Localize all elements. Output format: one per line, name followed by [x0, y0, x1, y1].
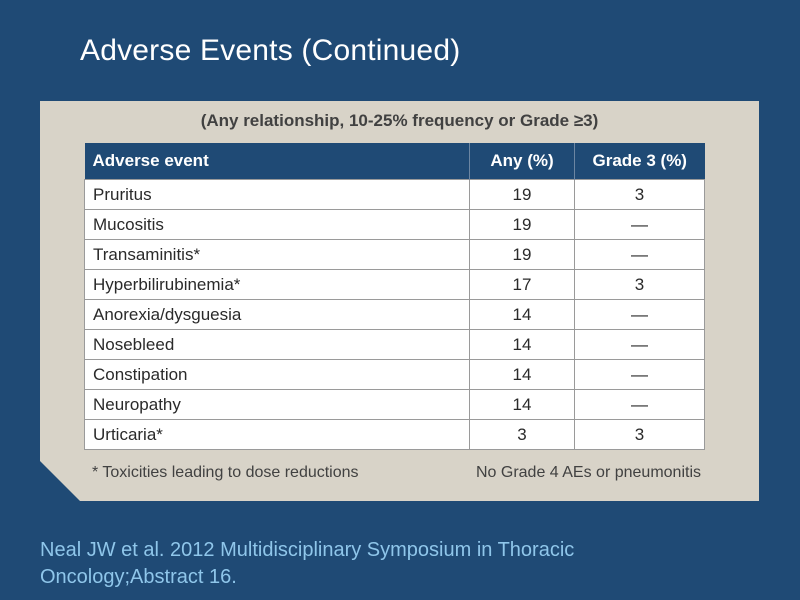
grade3-percent: 3 — [574, 269, 705, 300]
table-row: Nosebleed 14 — — [84, 329, 705, 360]
any-percent: 3 — [469, 419, 575, 450]
grade3-percent: — — [574, 389, 705, 420]
footnote-no-grade4: No Grade 4 AEs or pneumonitis — [475, 464, 701, 481]
grade3-percent: — — [574, 299, 705, 330]
any-percent: 19 — [469, 209, 575, 240]
any-percent: 19 — [469, 179, 575, 210]
event-name: Pruritus — [84, 179, 470, 210]
event-name: Hyperbilirubinemia* — [84, 269, 470, 300]
table-row: Neuropathy 14 — — [84, 389, 705, 420]
header-grade3-percent: Grade 3 (%) — [574, 143, 705, 180]
event-name: Constipation — [84, 359, 470, 390]
footnote-dose-reductions: * Toxicities leading to dose reductions — [92, 464, 359, 481]
grade3-percent: — — [574, 239, 705, 270]
grade3-percent: — — [574, 209, 705, 240]
any-percent: 14 — [469, 299, 575, 330]
event-name: Urticaria* — [84, 419, 470, 450]
table-row: Mucositis 19 — — [84, 209, 705, 240]
event-name: Anorexia/dysguesia — [84, 299, 470, 330]
event-name: Transaminitis* — [84, 239, 470, 270]
header-adverse-event: Adverse event — [84, 143, 470, 180]
grade3-percent: 3 — [574, 419, 705, 450]
grade3-percent: — — [574, 359, 705, 390]
citation-line-1: Neal JW et al. 2012 Multidisciplinary Sy… — [40, 539, 575, 561]
table-row: Urticaria* 3 3 — [84, 419, 705, 450]
event-name: Nosebleed — [84, 329, 470, 360]
header-any-percent: Any (%) — [469, 143, 575, 180]
event-name: Mucositis — [84, 209, 470, 240]
content-panel: (Any relationship, 10-25% frequency or G… — [40, 101, 759, 501]
any-percent: 19 — [469, 239, 575, 270]
table-row: Constipation 14 — — [84, 359, 705, 390]
table-row: Hyperbilirubinemia* 17 3 — [84, 269, 705, 300]
adverse-events-table: Adverse event Any (%) Grade 3 (%) Prurit… — [84, 143, 705, 450]
any-percent: 17 — [469, 269, 575, 300]
table-subtitle: (Any relationship, 10-25% frequency or G… — [200, 111, 599, 130]
table-header-row: Adverse event Any (%) Grade 3 (%) — [84, 143, 705, 180]
slide-title: Adverse Events (Continued) — [80, 34, 461, 67]
table-row: Anorexia/dysguesia 14 — — [84, 299, 705, 330]
any-percent: 14 — [469, 329, 575, 360]
any-percent: 14 — [469, 389, 575, 420]
event-name: Neuropathy — [84, 389, 470, 420]
citation-line-2: Oncology;Abstract 16. — [40, 566, 237, 588]
table-row: Transaminitis* 19 — — [84, 239, 705, 270]
grade3-percent: — — [574, 329, 705, 360]
grade3-percent: 3 — [574, 179, 705, 210]
citation: Neal JW et al. 2012 Multidisciplinary Sy… — [40, 537, 574, 591]
table-row: Pruritus 19 3 — [84, 179, 705, 210]
any-percent: 14 — [469, 359, 575, 390]
